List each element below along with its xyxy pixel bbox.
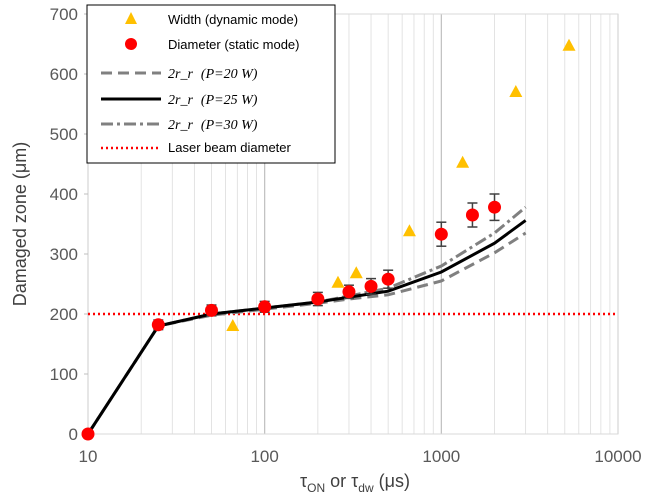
point-diameter-static: [258, 300, 272, 314]
legend-label-p30-prefix: 2r_r: [168, 118, 193, 133]
y-tick-label: 600: [50, 65, 78, 84]
point-diameter-static: [342, 285, 356, 299]
x-axis-title-tau: τ: [300, 471, 307, 491]
point-diameter-static: [151, 318, 165, 332]
legend-label-p25-prefix: 2r_r: [168, 93, 193, 108]
x-axis-ticks: 10 100 1000 10000: [79, 447, 642, 466]
plot-area-border: [87, 13, 619, 435]
y-tick-label: 100: [50, 365, 78, 384]
x-axis-title-unit: (μs): [374, 471, 410, 491]
legend: Width (dynamic mode) Diameter (static mo…: [86, 4, 336, 164]
point-diameter-static: [364, 279, 378, 293]
x-tick-label: 100: [250, 447, 278, 466]
legend-label-diameter: Diameter (static mode): [168, 37, 299, 52]
y-tick-label: 700: [50, 5, 78, 24]
legend-label-p30-param: (P=30 W): [201, 118, 258, 133]
x-axis-title-or: or τ: [325, 471, 358, 491]
legend-marker-width: [125, 12, 137, 24]
point-diameter-static: [311, 292, 325, 306]
legend-label-p25-param: (P=25 W): [201, 93, 258, 108]
legend-label-p20: 2r_r (P=20 W): [168, 67, 258, 82]
legend-label-p20-prefix: 2r_r: [168, 67, 193, 82]
legend-box: [86, 4, 336, 164]
y-tick-label: 500: [50, 125, 78, 144]
x-axis-title-sub-dw: dw: [358, 481, 374, 495]
y-tick-label: 200: [50, 305, 78, 324]
point-diameter-static: [488, 200, 502, 214]
legend-label-p20-param: (P=20 W): [201, 67, 258, 82]
x-tick-label: 10: [79, 447, 98, 466]
point-width-dynamic: [456, 155, 470, 168]
point-diameter-static: [434, 227, 448, 241]
point-width-dynamic: [226, 319, 240, 331]
point-width-dynamic: [331, 275, 345, 288]
point-width-dynamic: [509, 85, 523, 97]
x-tick-label: 1000: [422, 447, 460, 466]
x-axis-title-sub-on: ON: [307, 481, 325, 495]
point-width-dynamic: [349, 266, 363, 279]
point-width-dynamic: [402, 224, 416, 237]
series-2rr-p25: [86, 219, 527, 435]
y-tick-label: 300: [50, 245, 78, 264]
y-tick-label: 0: [69, 425, 78, 444]
point-diameter-static: [204, 303, 218, 317]
legend-label-p30: 2r_r (P=30 W): [168, 118, 258, 133]
legend-label-width: Width (dynamic mode): [168, 12, 298, 27]
y-tick-label: 400: [50, 185, 78, 204]
point-diameter-static: [81, 427, 95, 441]
point-diameter-static: [465, 208, 479, 222]
point-diameter-static: [381, 272, 395, 286]
x-tick-label: 10000: [594, 447, 641, 466]
series-layer: [81, 38, 618, 441]
x-axis-title: τON or τdw (μs): [300, 471, 410, 495]
legend-label-laser: Laser beam diameter: [168, 140, 292, 155]
legend-marker-diameter: [125, 38, 137, 50]
y-axis-title: Damaged zone (μm): [10, 142, 30, 306]
legend-label-p25: 2r_r (P=25 W): [168, 93, 258, 108]
y-axis-ticks: 0 100 200 300 400 500 600 700: [50, 5, 88, 444]
point-width-dynamic: [562, 38, 576, 51]
